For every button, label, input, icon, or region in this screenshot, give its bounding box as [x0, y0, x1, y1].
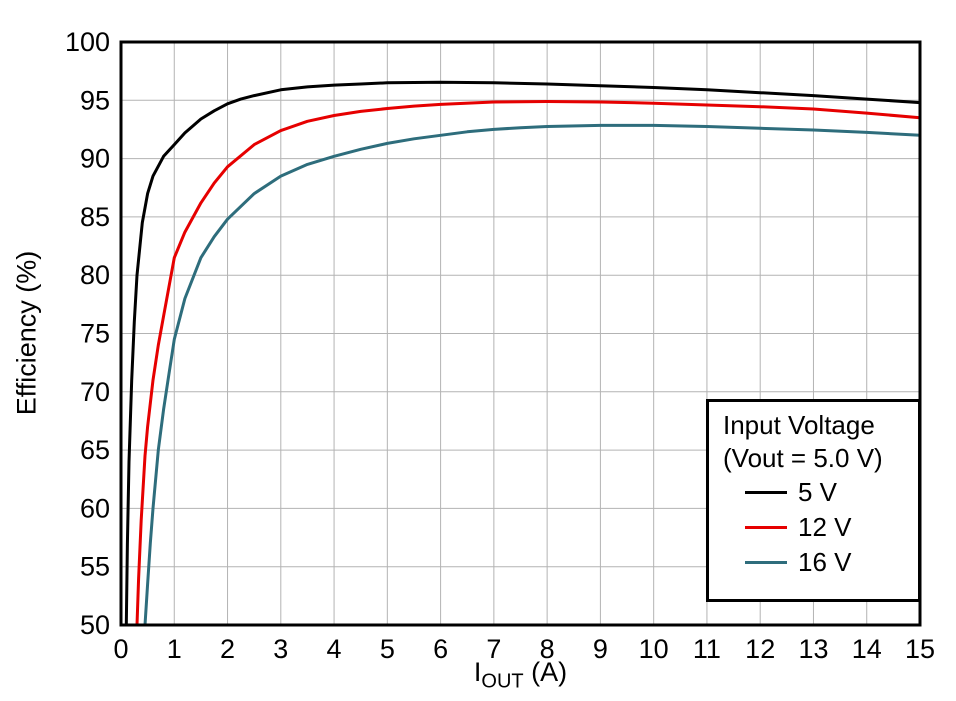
x-tick-label: 12 — [745, 634, 775, 664]
y-tick-label: 95 — [80, 85, 110, 115]
y-tick-label: 100 — [65, 27, 110, 57]
x-tick-label: 2 — [220, 634, 235, 664]
legend-item-16v: 16 V — [723, 545, 918, 580]
x-tick-label: 7 — [486, 634, 501, 664]
plot-frame — [119, 40, 922, 627]
y-tick-label: 55 — [80, 552, 110, 582]
y-tick-label: 75 — [80, 319, 110, 349]
x-tick-label: 0 — [113, 634, 128, 664]
legend-line-swatch — [745, 526, 787, 529]
series-line-16-v — [143, 123, 921, 626]
x-axis-label: IOUT (A) — [121, 657, 920, 693]
x-axis-label-unit: (A) — [523, 657, 568, 687]
legend-item-label: 12 V — [798, 512, 852, 542]
legend: Input Voltage (Vout = 5.0 V) 5 V 12 V 16 V — [706, 399, 921, 602]
legend-title-line2: (Vout = 5.0 V) — [723, 443, 883, 473]
y-tick-label: 85 — [80, 202, 110, 232]
x-tick-label: 1 — [167, 634, 182, 664]
y-tick-label: 50 — [80, 610, 110, 640]
legend-item-label: 16 V — [798, 547, 852, 577]
legend-item-label: 5 V — [798, 477, 838, 507]
y-axis-label: Efficiency (%) — [11, 250, 42, 416]
x-tick-label: 8 — [540, 634, 555, 664]
legend-item-5v: 5 V — [723, 475, 918, 510]
x-tick-label: 3 — [273, 634, 288, 664]
legend-item-12v: 12 V — [723, 510, 918, 545]
series-line-5-v — [124, 80, 921, 626]
x-tick-label: 5 — [380, 634, 395, 664]
x-tick-label: 11 — [693, 634, 721, 664]
legend-title-line1: Input Voltage — [723, 410, 875, 440]
x-tick-label: 10 — [639, 634, 669, 664]
x-axis-label-symbol: I — [473, 657, 482, 687]
y-tick-label: 90 — [80, 144, 110, 174]
series-line-12-v — [135, 100, 921, 626]
x-axis-label-subscript: OUT — [481, 670, 524, 693]
y-tick-label: 65 — [80, 435, 110, 465]
x-tick-label: 13 — [798, 634, 828, 664]
x-tick-label: 6 — [433, 634, 448, 664]
legend-line-swatch — [745, 491, 787, 494]
x-tick-label: 14 — [852, 634, 882, 664]
x-tick-label: 15 — [905, 634, 935, 664]
x-tick-label: 4 — [327, 634, 342, 664]
y-tick-label: 60 — [80, 493, 110, 523]
legend-items: 5 V 12 V 16 V — [723, 475, 918, 580]
y-tick-label: 80 — [80, 260, 110, 290]
y-tick-label: 70 — [80, 377, 110, 407]
x-tick-label: 9 — [593, 634, 608, 664]
legend-line-swatch — [745, 561, 787, 564]
